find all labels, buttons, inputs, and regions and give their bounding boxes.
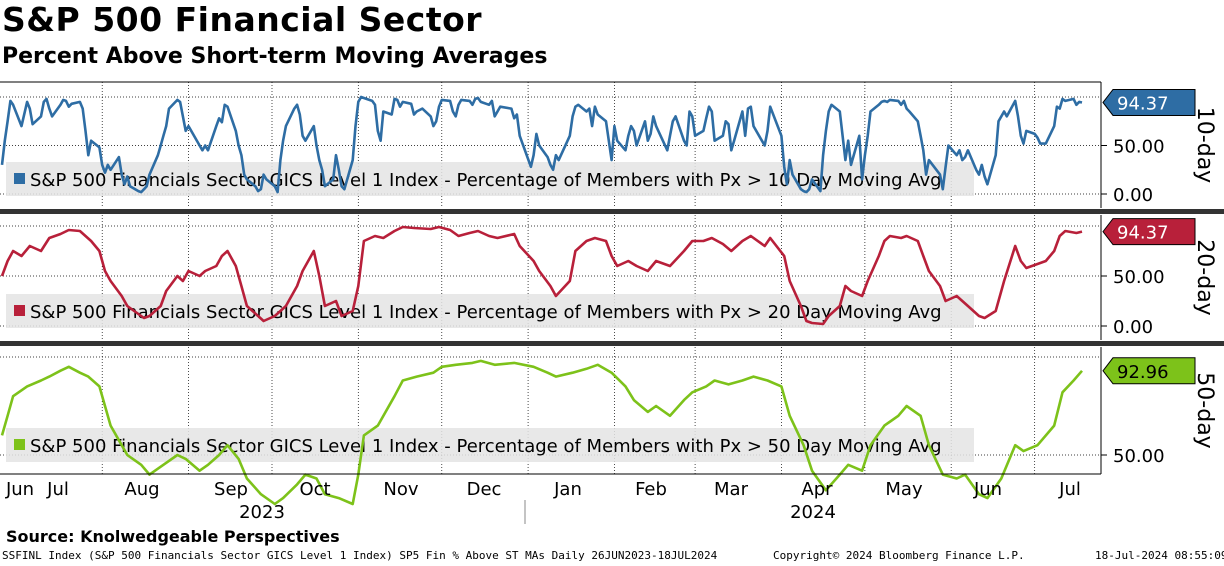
last-value-tag — [1102, 218, 1196, 246]
index-description: SSFINL Index (S&P 500 Financials Sector … — [2, 549, 718, 562]
x-tick-label: Apr — [801, 479, 833, 500]
chart-title: S&P 500 Financial Sector — [2, 0, 483, 39]
x-tick-label: Aug — [124, 479, 159, 500]
legend-label: S&P 500 Financials Sector GICS Level 1 I… — [30, 302, 942, 323]
x-tick-label: Feb — [635, 479, 667, 500]
x-year-label: 2023 — [239, 502, 285, 523]
legend-box — [6, 428, 974, 462]
x-tick-label: Jul — [1058, 479, 1081, 500]
source-note: Source: Knolwedgeable Perspectives — [6, 527, 340, 546]
last-value-tag — [1102, 357, 1196, 385]
legend-label: S&P 500 Financials Sector GICS Level 1 I… — [30, 436, 942, 457]
y-tick-label: 0.00 — [1113, 317, 1153, 338]
y-tick-label: 50.00 — [1113, 137, 1165, 158]
x-year-label: 2024 — [790, 502, 836, 523]
last-value-tag — [1102, 88, 1196, 116]
series-line-20-day — [0, 225, 1083, 326]
panel-label: 10-day — [1192, 107, 1217, 183]
y-tick-label: 0.00 — [1113, 185, 1153, 206]
last-value-label: 94.37 — [1117, 223, 1169, 244]
series-line-50-day — [0, 359, 1083, 506]
timestamp: 18-Jul-2024 08:55:09 — [1095, 549, 1224, 562]
x-tick-label: Jun — [973, 479, 1002, 500]
last-value-label: 92.96 — [1117, 362, 1169, 383]
x-tick-label: Oct — [299, 479, 330, 500]
x-tick-label: May — [885, 479, 923, 500]
panel-label: 50-day — [1192, 372, 1217, 448]
copyright-note: Copyright© 2024 Bloomberg Finance L.P. — [773, 549, 1025, 562]
x-tick-label: Mar — [714, 479, 749, 500]
x-tick-label: Nov — [383, 479, 418, 500]
legend-swatch — [14, 173, 25, 184]
legend-label: S&P 500 Financials Sector GICS Level 1 I… — [30, 170, 942, 191]
series-line-10-day — [0, 95, 1083, 194]
chart-subtitle: Percent Above Short-term Moving Averages — [2, 44, 548, 69]
x-tick-label: Jul — [46, 479, 69, 500]
y-tick-label: 50.00 — [1113, 267, 1165, 288]
panel-separator — [0, 341, 1224, 346]
x-tick-label: Jan — [553, 479, 582, 500]
x-tick-label: Jun — [5, 479, 34, 500]
last-value-label: 94.37 — [1117, 93, 1169, 114]
y-tick-label: 50.00 — [1113, 446, 1165, 467]
legend-swatch — [14, 305, 25, 316]
panel-separator — [0, 209, 1224, 214]
x-tick-label: Sep — [214, 479, 248, 500]
legend-swatch — [14, 439, 25, 450]
x-tick-label: Dec — [467, 479, 502, 500]
panel-label: 20-day — [1192, 239, 1217, 315]
